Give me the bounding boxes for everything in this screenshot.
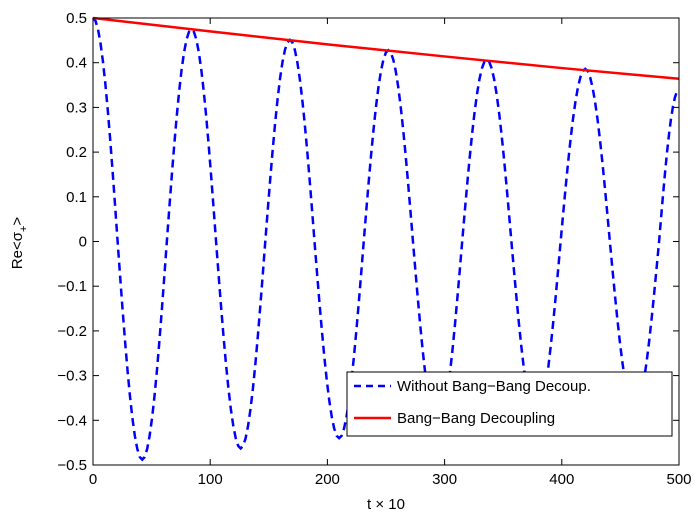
y-tick-label: 0.2 [66,144,87,161]
ticks-layer: 0 100 200 300 400 500 −0.5 −0.4 −0.3 −0.2 −0.1 0 0.1… [57,10,691,488]
y-tick-label: 0.3 [66,99,87,116]
y-axis-label-end: > [9,217,26,226]
y-tick-label: 0 [79,234,87,251]
legend-label-without-bang-bang: Without Bang−Bang Decoup. [397,378,591,395]
x-axis-label: t × 10 [367,496,405,513]
y-axis-label-subscript: + [18,226,30,232]
y-tick-label: −0.2 [57,323,87,340]
y-tick-label: −0.1 [57,278,87,295]
x-tick-label: 100 [198,471,223,488]
legend-box [346,371,673,437]
x-tick-label: 400 [549,471,574,488]
y-tick-label: −0.5 [57,457,87,474]
y-tick-label: 0.1 [66,189,87,206]
y-axis-label-main: Re<σ [9,231,26,269]
series-line-bang-bang-decoupling [92,16,680,81]
x-tick-label: 300 [432,471,457,488]
legend-label-bang-bang-decoupling: Bang−Bang Decoupling [397,410,555,427]
series-layer [92,16,680,462]
x-tick-label: 0 [89,471,97,488]
y-axis-label: Re<σ+> [9,217,30,270]
y-tick-label: 0.4 [66,55,87,72]
y-tick-label: −0.3 [57,368,87,385]
x-tick-label: 200 [315,471,340,488]
legend: Without Bang−Bang Decoup. Bang−Bang Deco… [346,371,673,437]
x-tick-label: 500 [666,471,691,488]
y-tick-label: 0.5 [66,10,87,27]
y-tick-label: −0.4 [57,412,87,429]
